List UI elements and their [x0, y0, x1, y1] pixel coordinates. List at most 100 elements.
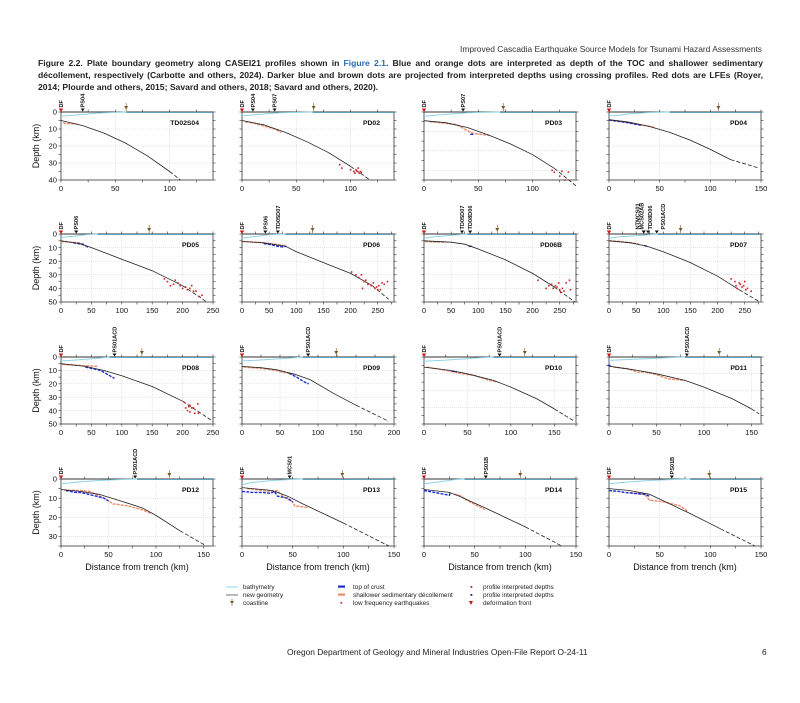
panel-title: PD15 [730, 487, 747, 494]
panel-pd03: 0 50 100 DF PS07 PD03 [421, 94, 579, 193]
x-tick-label: 0 [240, 184, 244, 193]
deformation-front-icon [606, 353, 612, 357]
coastline-icon [716, 106, 721, 110]
deformation-front-icon [58, 230, 64, 234]
new-geometry-line [423, 366, 555, 410]
lfe-point [360, 171, 363, 174]
panel-title: PD08 [182, 365, 199, 372]
coastline-icon [139, 351, 144, 355]
marker-label: NTMCS01 [636, 203, 642, 229]
y-tick-label: 30 [49, 532, 57, 541]
panel-title: PD05 [182, 242, 199, 249]
running-header: Improved Cascadia Earthquake Source Mode… [460, 44, 762, 54]
new-geometry-extrapolated [343, 522, 390, 547]
crossing-profile-icon [669, 475, 674, 479]
new-geometry-line [60, 363, 183, 402]
crossing-profile-icon [250, 108, 255, 112]
marker-label: DF [422, 99, 428, 107]
x-tick-label: 50 [474, 184, 482, 193]
x-tick-label: 200 [344, 306, 357, 315]
x-tick-label: 150 [755, 184, 768, 193]
x-tick-label: 50 [655, 184, 663, 193]
decollement-line [245, 121, 282, 134]
crossing-profile-icon [272, 108, 277, 112]
lfe-point [358, 172, 361, 174]
lfe-point [172, 283, 175, 286]
y-axis-label: Depth (km) [31, 246, 41, 291]
deformation-front-icon [239, 230, 245, 234]
y-tick-label: 20 [49, 513, 57, 522]
lfe-point [197, 403, 199, 405]
x-tick-label: 50 [265, 306, 273, 315]
y-tick-label: 20 [49, 257, 57, 266]
projected-blue-swatch [470, 594, 473, 596]
marker-label: DF [607, 344, 613, 352]
bathymetry-line [608, 356, 686, 361]
x-tick-label: 50 [652, 428, 660, 437]
deformation-front-icon [58, 475, 64, 479]
legend-item: coastline [230, 599, 269, 607]
x-tick-label: 0 [422, 428, 426, 437]
x-tick-label: 50 [292, 184, 300, 193]
y-tick-label: 40 [49, 406, 57, 415]
new-geometry-extrapolated [554, 408, 574, 421]
lfe-point [561, 170, 563, 173]
new-geometry-line [423, 240, 555, 288]
y-tick-label: 10 [49, 125, 57, 134]
x-tick-label: 150 [548, 428, 561, 437]
x-tick-label: 150 [388, 550, 401, 559]
marker-label: PS07 [461, 94, 467, 108]
decollement-line [629, 491, 689, 513]
lfe-point [195, 290, 197, 292]
lfe-point [739, 283, 742, 286]
legend-label: profile interpreted depths [483, 592, 554, 599]
deformation-front-icon [239, 475, 245, 479]
lfe-point [376, 288, 379, 291]
crossing-profile-icon [275, 230, 280, 234]
lfe-point [359, 170, 362, 173]
lfe-point [567, 171, 570, 174]
lfe-point [746, 287, 749, 290]
top-of-crust-line [73, 242, 89, 249]
lfe-point [564, 179, 566, 181]
new-geometry-extrapolated [554, 167, 577, 187]
top-of-crust-line [288, 372, 310, 385]
lfe-point [372, 282, 375, 284]
legend-label: bathymetry [243, 584, 275, 591]
y-tick-label: 0 [53, 108, 57, 117]
y-tick-label: 0 [53, 230, 57, 239]
lfe-point [174, 279, 177, 282]
marker-label: DF [607, 466, 613, 474]
panel-pd12: 0 50 100 150 0 10 20 30 Depth (km) Distance from … [31, 449, 216, 572]
new-geometry-extrapolated [525, 526, 562, 547]
deformation-front-icon [58, 353, 64, 357]
panel-title: PD14 [545, 487, 562, 494]
lfe-point [381, 282, 383, 284]
lfe-point [563, 290, 565, 292]
top-of-crust-line [608, 489, 650, 497]
lfe-point [363, 280, 365, 283]
marker-label: PS01B [484, 457, 490, 475]
bathymetry-line [241, 233, 286, 239]
crossing-profile-icon [306, 353, 311, 357]
new-geometry-extrapolated [169, 171, 181, 181]
crossing-profile-icon [646, 230, 651, 234]
lfe-point [560, 291, 562, 294]
panel-title: PD09 [363, 365, 380, 372]
marker-label: DF [240, 221, 246, 229]
coastline-icon [522, 351, 527, 355]
marker-label: PS01ACD [661, 204, 667, 230]
marker-label: DF [607, 221, 613, 229]
marker-label: DF [240, 344, 246, 352]
figure-link[interactable]: Figure 2.1 [343, 58, 386, 68]
lfe-point [356, 170, 358, 173]
lfe-point [184, 407, 187, 409]
x-tick-label: 100 [337, 550, 350, 559]
new-geometry-extrapolated [182, 285, 208, 303]
y-tick-label: 40 [49, 284, 57, 293]
coastline-swatch-icon [230, 601, 234, 604]
panel-pd04: 0 50 100 150 DF PD04 [606, 99, 768, 193]
legend-item: shallower sedimentary décollement [338, 592, 453, 599]
